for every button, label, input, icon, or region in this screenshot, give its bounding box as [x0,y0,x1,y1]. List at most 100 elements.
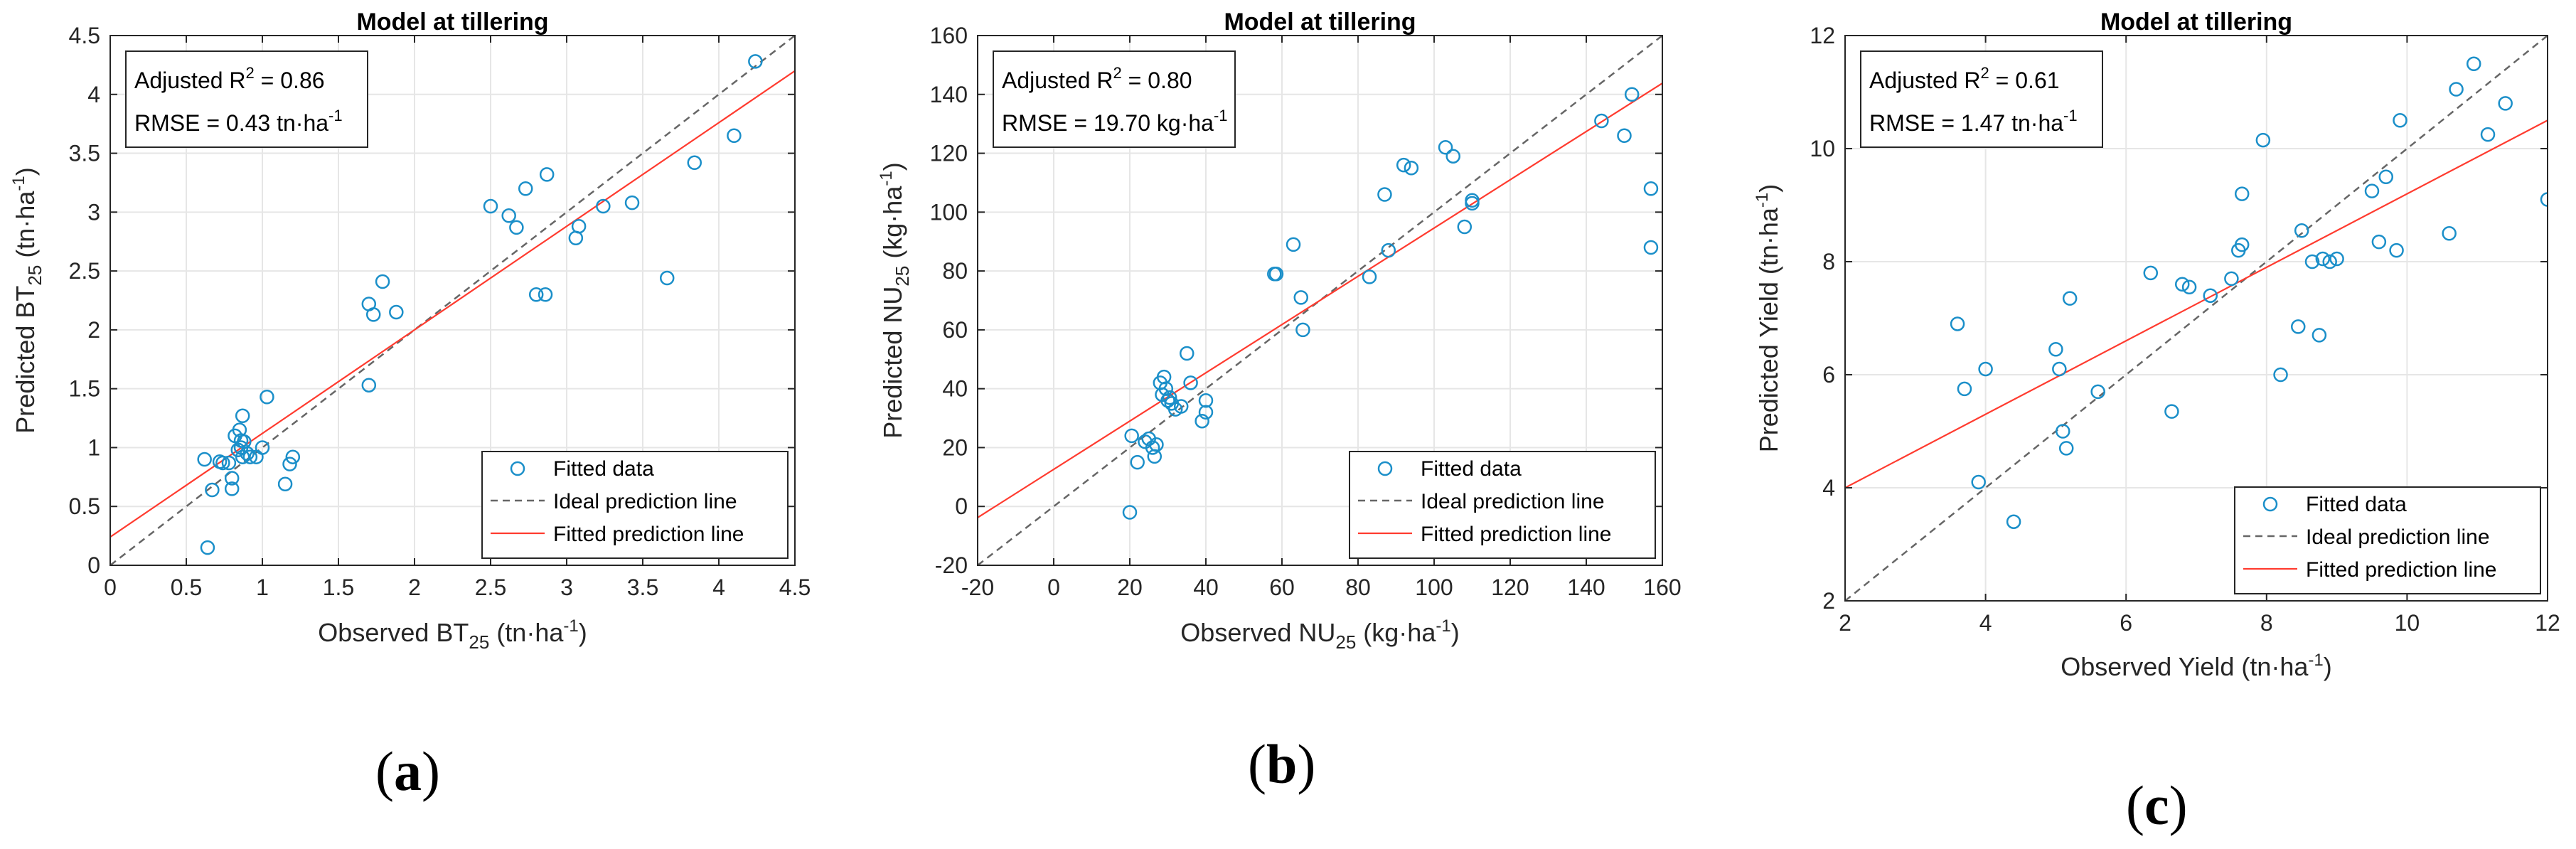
data-point [2449,82,2464,97]
data-point [197,452,212,467]
data-point [2304,254,2320,269]
x-tick-label: 12 [2535,610,2560,636]
x-tick-label: 3 [560,575,573,600]
data-point [2364,183,2380,198]
data-point [1130,454,1145,470]
y-tick-label: 0 [87,552,100,578]
y-tick-label: 0.5 [69,493,100,519]
data-point [2174,277,2190,292]
data-point [200,540,215,555]
chart-title: Model at tillering [356,9,548,36]
data-point [1195,413,1209,429]
data-point [1293,290,1308,305]
prediction-lines [978,36,1662,565]
y-tick-label: 12 [1810,23,1835,48]
legend-entry: Fitted data [553,457,654,481]
data-point [2389,242,2404,258]
data-point [1198,393,1214,408]
x-tick-label: -20 [961,575,994,600]
data-point [1457,219,1473,235]
y-tick-label: 0 [955,493,968,519]
axes-box [109,35,796,566]
data-point [2164,404,2179,419]
data-point [1122,505,1138,520]
data-point [748,54,763,69]
y-tick-label: 8 [1822,249,1835,274]
prediction-lines [1845,36,2548,601]
data-point [1268,267,1284,282]
legend-entry: Ideal prediction line [2306,525,2490,549]
data-point [1978,361,1993,377]
y-tick-label: 2 [87,317,100,343]
data-point [1295,322,1310,338]
data-point [1971,474,1986,490]
data-point [365,307,381,322]
chart-title: Model at tillering [2100,9,2292,36]
fitted-prediction-line [1845,119,2548,488]
caption-b: (b) [1248,733,1316,795]
data-point [2143,265,2159,281]
data-point [2273,367,2288,383]
data-point [1624,87,1640,102]
panel-b: -20 0 20 40 60 80 100 120 140 160 -20 0 20 40 60 80 100 1… [867,0,1706,686]
data-point [2181,279,2197,295]
y-tick-label: 2 [1822,588,1835,614]
stats-rmse: RMSE = 19.70 kg·ha-1 [1002,107,1228,136]
data-point [224,471,240,486]
x-tick-label: 140 [1567,575,1605,600]
data-point [389,304,404,320]
x-tick-label: 20 [1117,575,1143,600]
data-point [361,378,377,393]
x-tick-label: 10 [2395,610,2420,636]
axes-box [977,35,1663,566]
data-point [2294,223,2309,238]
data-point [1617,128,1632,143]
data-point [242,449,258,464]
x-tick-label: 0 [104,575,117,600]
legend-entry: Ideal prediction line [553,490,737,513]
data-point [277,476,293,492]
y-tick-label: 80 [942,258,968,284]
data-point [2480,127,2496,142]
x-tick-label: 2 [408,575,421,600]
data-point [2203,288,2218,303]
chart-c: 2 4 6 8 10 12 2 4 6 8 10 12 Model at tillering Observ… [1753,9,2560,681]
data-point [2312,328,2327,343]
data-point [539,167,555,182]
legend-marker-fitted-data [510,461,525,476]
data-point [624,195,640,210]
data-point [2329,251,2344,267]
x-tick-label: 160 [1643,575,1681,600]
y-tick-label: 4 [1822,475,1835,501]
data-point [1124,428,1139,444]
legend-box [1349,451,1656,559]
data-point [1396,157,1411,173]
data-point [538,287,553,302]
stats-box [993,50,1236,148]
y-tick-label: 160 [930,23,968,48]
data-point [1149,437,1164,452]
y-tick-label: 1 [87,434,100,460]
data-point [2371,234,2387,250]
legend-entry: Fitted data [2306,493,2407,516]
legend-entry: Fitted prediction line [2306,558,2496,582]
chart-b: -20 0 20 40 60 80 100 120 140 160 -20 0 20 40 60 80 100 1… [877,9,1682,653]
data-point [282,456,297,471]
data-point [1180,346,1195,361]
data-point [528,287,544,302]
legend-entry: Fitted prediction line [1421,523,1611,546]
y-tick-label: 20 [942,434,968,460]
caption-a: (a) [375,740,440,802]
y-tick-label: 4 [87,82,100,107]
data-point [1643,181,1659,196]
fitted-data-points [197,54,763,555]
data-point [2056,424,2070,439]
stats-box [1860,50,2103,148]
data-point [235,449,250,464]
y-tick-label: 6 [1822,362,1835,388]
data-point [2378,169,2394,184]
y-tick-label: 60 [942,317,968,343]
data-point [224,481,240,496]
fitted-data-points [1122,87,1659,520]
data-point [1286,237,1301,252]
